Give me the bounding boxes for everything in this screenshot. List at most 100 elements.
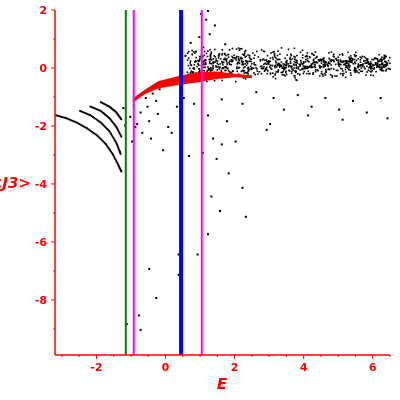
curve-point [88, 129, 91, 131]
cloud-point [276, 63, 279, 66]
cloud-point [237, 58, 240, 60]
cloud-point [300, 60, 302, 62]
curve-point [95, 118, 98, 121]
cloud-point [294, 59, 297, 61]
cloud-point [269, 73, 272, 75]
cloud-point [246, 71, 249, 73]
cloud-point [236, 66, 238, 68]
cloud-point [351, 58, 354, 60]
scatter-point [188, 155, 190, 157]
cloud-point [231, 60, 234, 63]
cloud-point [359, 56, 361, 58]
cloud-point [245, 64, 248, 66]
x-tick-label: -2 [90, 361, 102, 374]
cloud-point [301, 57, 304, 59]
cloud-point [325, 71, 327, 73]
cloud-point [275, 66, 278, 68]
cloud-point [277, 69, 280, 71]
curve-point [116, 143, 118, 146]
cloud-point [363, 66, 365, 68]
cloud-point [278, 64, 280, 66]
curve-point [115, 141, 118, 144]
cloud-point [364, 57, 367, 59]
cloud-point [280, 64, 283, 67]
scatter-point [212, 137, 215, 140]
cloud-point [273, 54, 276, 57]
scatter-point [193, 102, 196, 105]
cloud-point [341, 61, 344, 63]
cloud-point [314, 69, 317, 71]
cloud-point [261, 59, 264, 61]
scatter-point [338, 108, 341, 111]
cloud-point [247, 66, 250, 69]
cloud-point [324, 61, 327, 63]
cloud-point [385, 70, 387, 72]
cloud-point [297, 72, 299, 75]
curve-point [100, 101, 103, 104]
cloud-point [295, 66, 298, 69]
cloud-point [369, 63, 371, 65]
cloud-point [279, 65, 281, 67]
scatter-point [198, 36, 201, 39]
cloud-point [314, 66, 317, 69]
scatter-point [210, 195, 213, 198]
cloud-point [285, 73, 288, 76]
cloud-point [238, 62, 241, 65]
cloud-point [314, 64, 316, 66]
curve-point [101, 139, 104, 142]
cloud-point [303, 65, 306, 67]
curve-point [58, 115, 61, 118]
cloud-point [335, 75, 338, 77]
curve-point [107, 116, 109, 118]
cloud-point [345, 66, 347, 68]
cloud-point [311, 63, 314, 65]
scatter-point [151, 92, 154, 95]
cloud-point [206, 80, 208, 83]
cloud-point [285, 62, 288, 65]
cloud-point [380, 63, 382, 66]
axes: -2 0 2 4 6 2 0 -2 -4 -6 -8 [35, 4, 391, 374]
cloud-point [209, 60, 211, 63]
cloud-point [269, 57, 272, 59]
curve-point [108, 148, 111, 150]
cloud-point [273, 53, 276, 55]
cloud-point [362, 63, 364, 65]
scatter-point [201, 152, 204, 155]
cloud-point [257, 56, 260, 58]
cloud-point [225, 67, 227, 69]
cloud-point [227, 53, 230, 56]
cloud-point [316, 62, 319, 64]
scatter-point [134, 126, 137, 128]
cloud-point [246, 61, 248, 64]
scatter-point [219, 210, 221, 212]
cloud-point [214, 56, 217, 58]
cloud-point [240, 70, 243, 73]
cloud-point [282, 70, 285, 73]
cloud-point [328, 68, 331, 71]
cloud-point [188, 50, 190, 53]
curve-point [115, 126, 118, 128]
cloud-point [341, 53, 344, 55]
cloud-point [322, 63, 324, 66]
curve-point [98, 136, 101, 139]
cloud-point [254, 64, 257, 66]
cloud-point [332, 59, 335, 61]
cloud-point [297, 66, 300, 68]
curve-point [78, 123, 80, 125]
cloud-point [228, 61, 230, 64]
cloud-point [278, 63, 281, 65]
cloud-point [313, 58, 315, 61]
curve-point [118, 150, 121, 153]
cloud-point [226, 63, 229, 66]
cloud-point [312, 53, 314, 56]
scatter-point [282, 108, 285, 111]
scatter-point [122, 107, 125, 110]
scatter-point [175, 105, 178, 108]
curve-point [114, 124, 117, 127]
cloud-point [382, 58, 385, 60]
curve-point [80, 110, 83, 113]
cloud-point [222, 64, 224, 66]
cloud-point [306, 67, 309, 70]
cloud-point [389, 62, 391, 65]
cloud-point [277, 58, 279, 61]
